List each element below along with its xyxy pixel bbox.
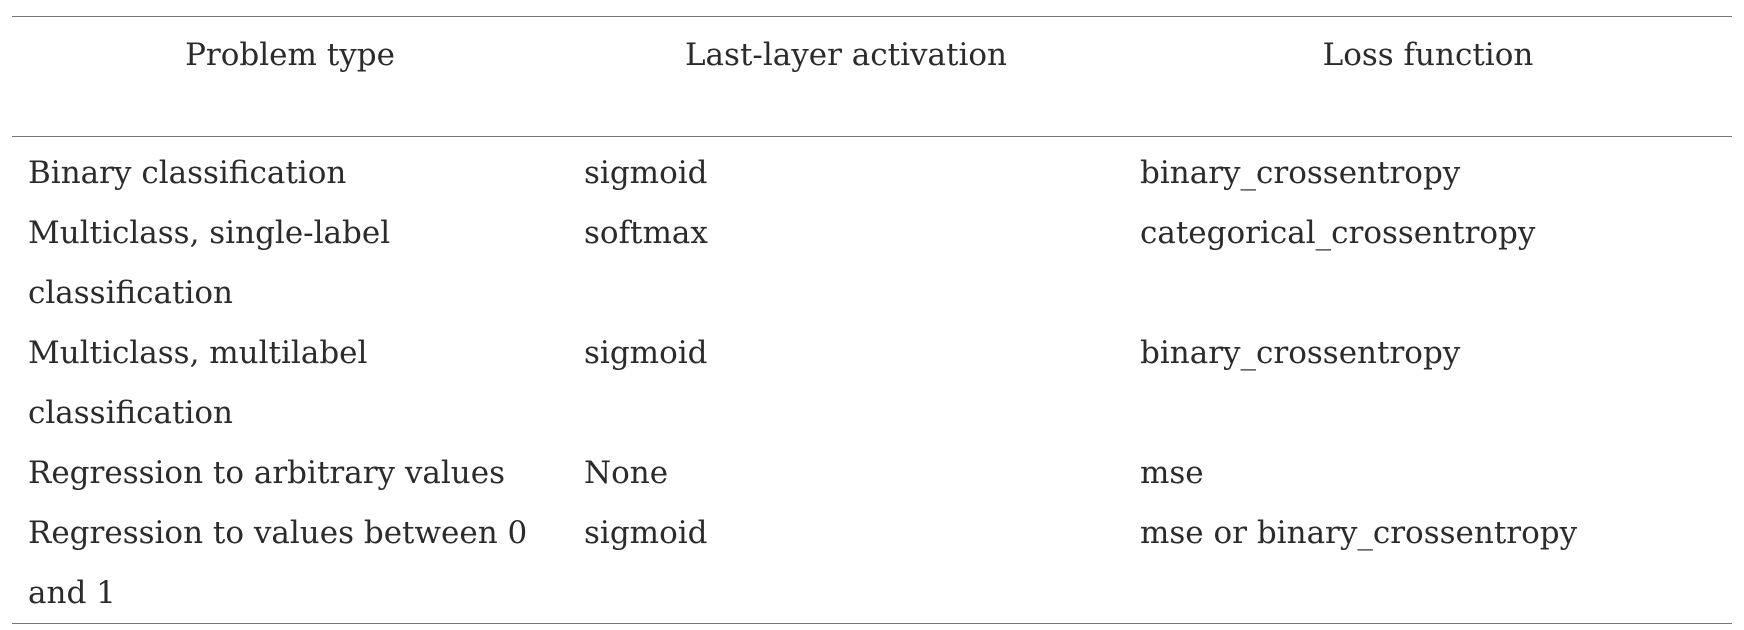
- header-problem-type: Problem type: [185, 37, 395, 73]
- table-body: Binary classification sigmoid binary_cro…: [12, 137, 1732, 624]
- header-last-layer-activation: Last-layer activation: [684, 37, 1008, 73]
- cell-loss: mse: [1140, 455, 1204, 491]
- table-row: Binary classification sigmoid binary_cro…: [12, 137, 1732, 204]
- cell-activation: sigmoid: [584, 335, 708, 371]
- cell-activation: sigmoid: [584, 155, 708, 191]
- table-row: Regression to arbitrary values None mse: [12, 443, 1732, 503]
- table-row: Multiclass, single-label classification …: [12, 203, 1732, 323]
- cell-activation: sigmoid: [584, 515, 708, 551]
- cell-problem-type: Binary classification: [28, 155, 347, 191]
- cell-activation: None: [584, 455, 669, 491]
- table-row: Regression to values between 0 and 1 sig…: [12, 503, 1732, 624]
- cell-problem-type: Multiclass, single-label classification: [28, 215, 391, 311]
- table-header: Problem type Last-layer activation Loss …: [12, 16, 1732, 137]
- cell-activation: softmax: [584, 215, 708, 251]
- cell-problem-type: Regression to values between 0 and 1: [28, 515, 528, 611]
- cell-loss: mse or binary_crossentropy: [1140, 515, 1578, 551]
- cell-problem-type: Regression to arbitrary values: [28, 455, 506, 491]
- cell-loss: binary_crossentropy: [1140, 335, 1461, 371]
- cell-problem-type: Multiclass, multilabel classification: [28, 335, 368, 431]
- loss-activation-table-container: Problem type Last-layer activation Loss …: [12, 16, 1732, 624]
- header-row: Problem type Last-layer activation Loss …: [12, 16, 1732, 137]
- cell-loss: categorical_crossentropy: [1140, 215, 1536, 251]
- header-loss-function: Loss function: [1322, 37, 1534, 73]
- cell-loss: binary_crossentropy: [1140, 155, 1461, 191]
- table-row: Multiclass, multilabel classification si…: [12, 323, 1732, 443]
- loss-activation-table: Problem type Last-layer activation Loss …: [12, 16, 1732, 624]
